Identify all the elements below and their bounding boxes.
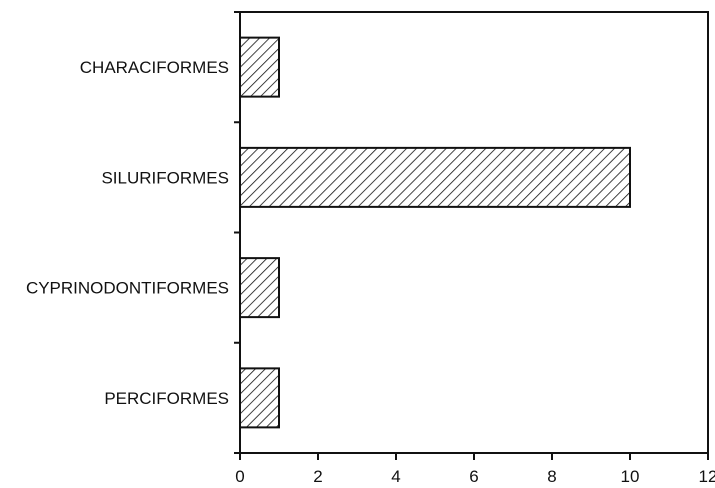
category-labels: CHARACIFORMES SILURIFORMES CYPRINODONTIFOR…	[26, 58, 229, 408]
x-tick-label: 4	[391, 467, 400, 486]
bar-perciformes	[239, 367, 280, 429]
x-tick-label: 6	[469, 467, 478, 486]
bar-characiformes	[239, 36, 280, 98]
bar-cyprinodontiformes	[239, 257, 280, 319]
plot-frame	[239, 11, 709, 454]
x-tick-label: 10	[621, 467, 640, 486]
x-tick-label: 8	[547, 467, 556, 486]
x-tick-label: 0	[235, 467, 244, 486]
x-tick-label: 12	[699, 467, 715, 486]
bar-siluriformes	[239, 146, 631, 208]
category-label: SILURIFORMES	[101, 168, 229, 187]
bars-group	[239, 36, 631, 429]
x-tick-label: 2	[313, 467, 322, 486]
x-axis-ticks: 0 2 4 6 8 10 12	[235, 453, 715, 486]
y-axis-ticks	[234, 11, 240, 454]
category-label: PERCIFORMES	[104, 389, 229, 408]
category-label: CYPRINODONTIFORMES	[26, 279, 229, 298]
category-label: CHARACIFORMES	[80, 58, 229, 77]
